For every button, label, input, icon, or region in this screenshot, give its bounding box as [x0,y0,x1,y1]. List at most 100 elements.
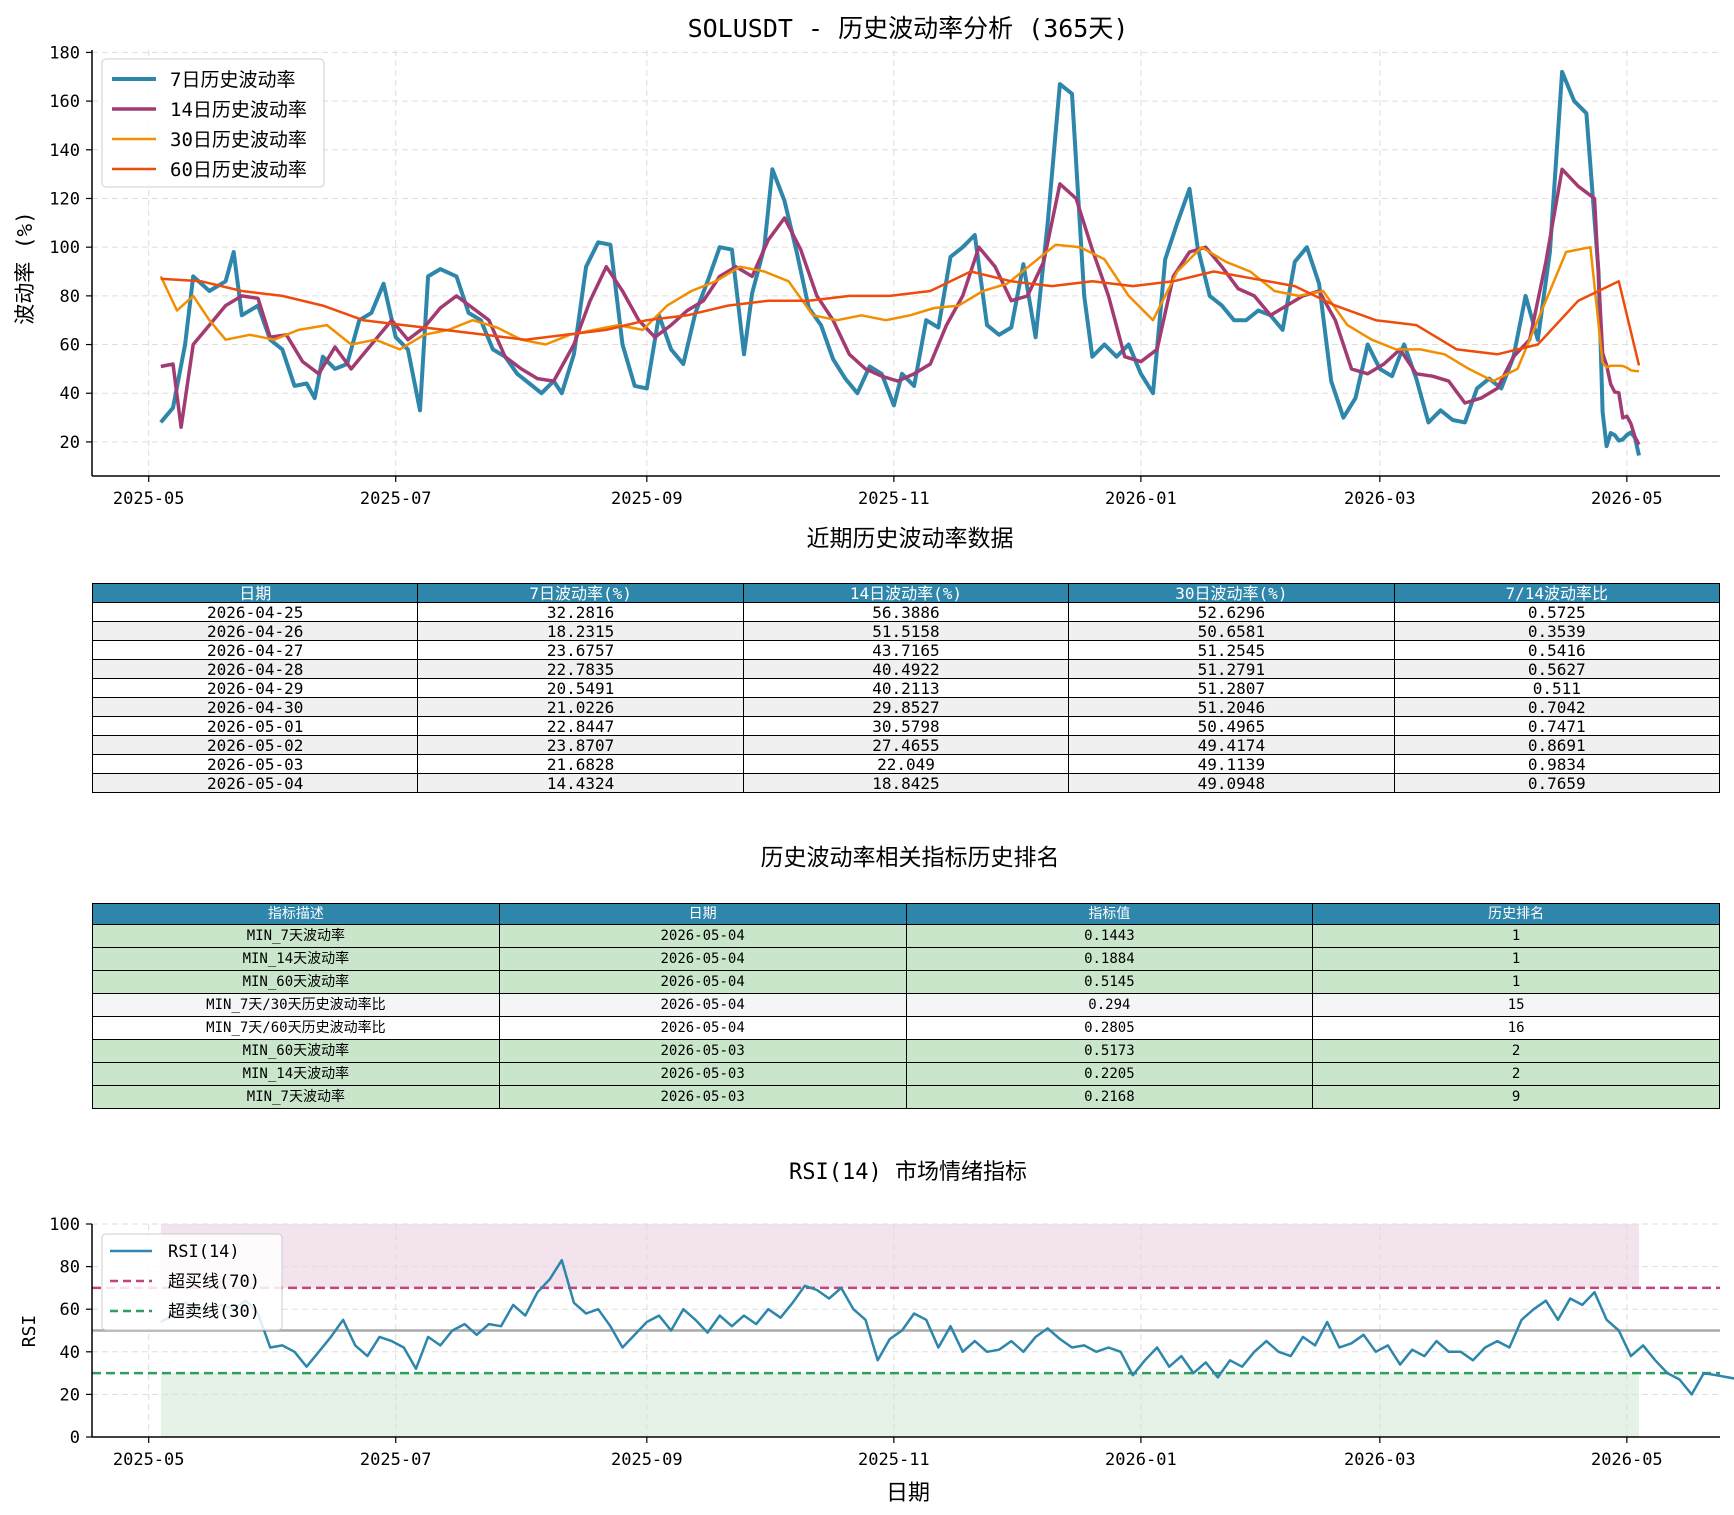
legend-label-oversold: 超卖线(30) [168,1302,260,1322]
y-tick-label: 20 [60,1385,80,1405]
table-row: MIN_14天波动率 2026-05-04 0.1884 1 [92,947,1720,971]
table-cell: 2026-05-01 [91,716,419,736]
table-cell: 49.4174 [1068,735,1395,755]
legend-label-30d: 30日历史波动率 [170,129,307,151]
table-header-row: 日期 7日波动率(%) 14日波动率(%) 30日波动率(%) 7/14波动率比 [91,583,1721,603]
table-cell: 2026-05-03 [498,1039,907,1063]
table-cell: 0.7471 [1393,716,1721,736]
legend-box [101,1233,283,1331]
volatility-x-ticks: 2025-05 2025-07 2025-09 2025-11 2026-01 2026-… [113,476,1663,509]
table-cell: 22.8447 [417,716,744,736]
x-tick-label: 2025-05 [113,1450,185,1470]
table-row: 2026-04-28 22.7835 40.4922 51.2791 0.5627 [91,659,1721,679]
table-cell: 51.2545 [1068,640,1395,660]
table-cell: 2026-05-04 [498,1016,907,1040]
table-cell: 2 [1312,1062,1720,1086]
table-cell: MIN_14天波动率 [92,1062,500,1086]
table-cell: 29.8527 [742,697,1070,717]
rsi-x-ticks: 2025-05 2025-07 2025-09 2025-11 2026-01 2026-… [113,1437,1663,1470]
table-row: MIN_60天波动率 2026-05-03 0.5173 2 [92,1039,1720,1063]
volatility-y-axis-label: 波动率 (%) [13,211,37,325]
table2-title: 历史波动率相关指标历史排名 [760,845,1060,871]
table-cell: 2026-05-03 [498,1085,907,1109]
column-header: 日期 [498,903,907,925]
table-cell: 2026-04-30 [91,697,419,717]
table-row: 2026-04-27 23.6757 43.7165 51.2545 0.5416 [91,640,1721,660]
table-cell: 51.5158 [742,621,1070,641]
column-header: 日期 [91,583,419,603]
rsi-y-ticks: 0 20 40 60 80 100 [49,1215,92,1448]
table-cell: 52.6296 [1068,602,1395,622]
table-cell: 0.2168 [905,1085,1314,1109]
series-line [160,270,1641,366]
table-cell: MIN_14天波动率 [92,947,500,971]
rsi-reference-lines [92,1286,1720,1375]
y-tick-label: 0 [70,1428,80,1448]
table-cell: 32.2816 [417,602,744,622]
column-header: 14日波动率(%) [742,583,1070,603]
table-cell: 1 [1312,924,1720,948]
table-cell: 30.5798 [742,716,1070,736]
column-header: 指标值 [905,903,1314,925]
x-tick-label: 2026-01 [1105,489,1177,509]
table-cell: 0.1884 [905,947,1314,971]
overbought-zone [160,1224,1640,1288]
y-tick-label: 40 [60,384,80,404]
table-cell: 23.8707 [417,735,744,755]
table-row: MIN_7天/30天历史波动率比 2026-05-04 0.294 15 [92,993,1720,1017]
table-cell: 0.8691 [1393,735,1721,755]
legend-box [101,58,325,188]
table-cell: 2026-04-26 [91,621,419,641]
y-tick-label: 100 [49,1215,80,1235]
table-cell: 2026-04-27 [91,640,419,660]
table-cell: 0.511 [1393,678,1721,698]
table-cell: 2026-04-25 [91,602,419,622]
y-tick-label: 40 [60,1343,80,1363]
table-cell: 2026-05-02 [91,735,419,755]
table-cell: 2026-05-04 [498,993,907,1017]
y-tick-label: 20 [60,433,80,453]
y-tick-label: 140 [49,141,80,161]
x-tick-label: 2025-11 [858,489,930,509]
rsi-legend: RSI(14) 超买线(70) 超卖线(30) [101,1233,283,1331]
x-tick-label: 2026-05 [1591,1450,1663,1470]
column-header: 7/14波动率比 [1393,583,1721,603]
rsi-y-axis-label: RSI [19,1315,40,1348]
table-row: 2026-04-25 32.2816 56.3886 52.6296 0.5725 [91,602,1721,622]
table-cell: 0.5416 [1393,640,1721,660]
table-cell: 27.4655 [742,735,1070,755]
y-tick-label: 100 [49,238,80,258]
y-tick-label: 60 [60,336,80,356]
table-cell: 51.2807 [1068,678,1395,698]
column-header: 7日波动率(%) [417,583,744,603]
table-header-row: 指标描述 日期 指标值 历史排名 [92,903,1720,925]
x-tick-label: 2026-01 [1105,1450,1177,1470]
volatility-legend: 7日历史波动率 14日历史波动率 30日历史波动率 60日历史波动率 [101,58,325,188]
column-header: 历史排名 [1312,903,1720,925]
y-tick-label: 60 [60,1300,80,1320]
table-cell: 18.8425 [742,773,1070,793]
legend-label-overbought: 超买线(70) [168,1272,260,1292]
table-cell: 1 [1312,947,1720,971]
y-tick-label: 160 [49,92,80,112]
rsi-chart-title: RSI(14) 市场情绪指标 [789,1160,1027,1185]
table-cell: 49.0948 [1068,773,1395,793]
table-cell: 51.2046 [1068,697,1395,717]
table-cell: 40.4922 [742,659,1070,679]
table-row: 2026-04-26 18.2315 51.5158 50.6581 0.3539 [91,621,1721,641]
volatility-series [159,69,1641,456]
x-tick-label: 2026-05 [1591,489,1663,509]
table-cell: 0.9834 [1393,754,1721,774]
table-cell: 23.6757 [417,640,744,660]
table-cell: MIN_60天波动率 [92,970,500,994]
table-cell: 56.3886 [742,602,1070,622]
table-cell: 0.2805 [905,1016,1314,1040]
table-cell: 50.4965 [1068,716,1395,736]
table-cell: 15 [1312,993,1720,1017]
y-tick-label: 180 [49,43,80,63]
volatility-grid [92,50,1720,476]
table-row: MIN_14天波动率 2026-05-03 0.2205 2 [92,1062,1720,1086]
table-row: MIN_7天波动率 2026-05-03 0.2168 9 [92,1085,1720,1109]
rsi-zone-bands [160,1224,1640,1437]
